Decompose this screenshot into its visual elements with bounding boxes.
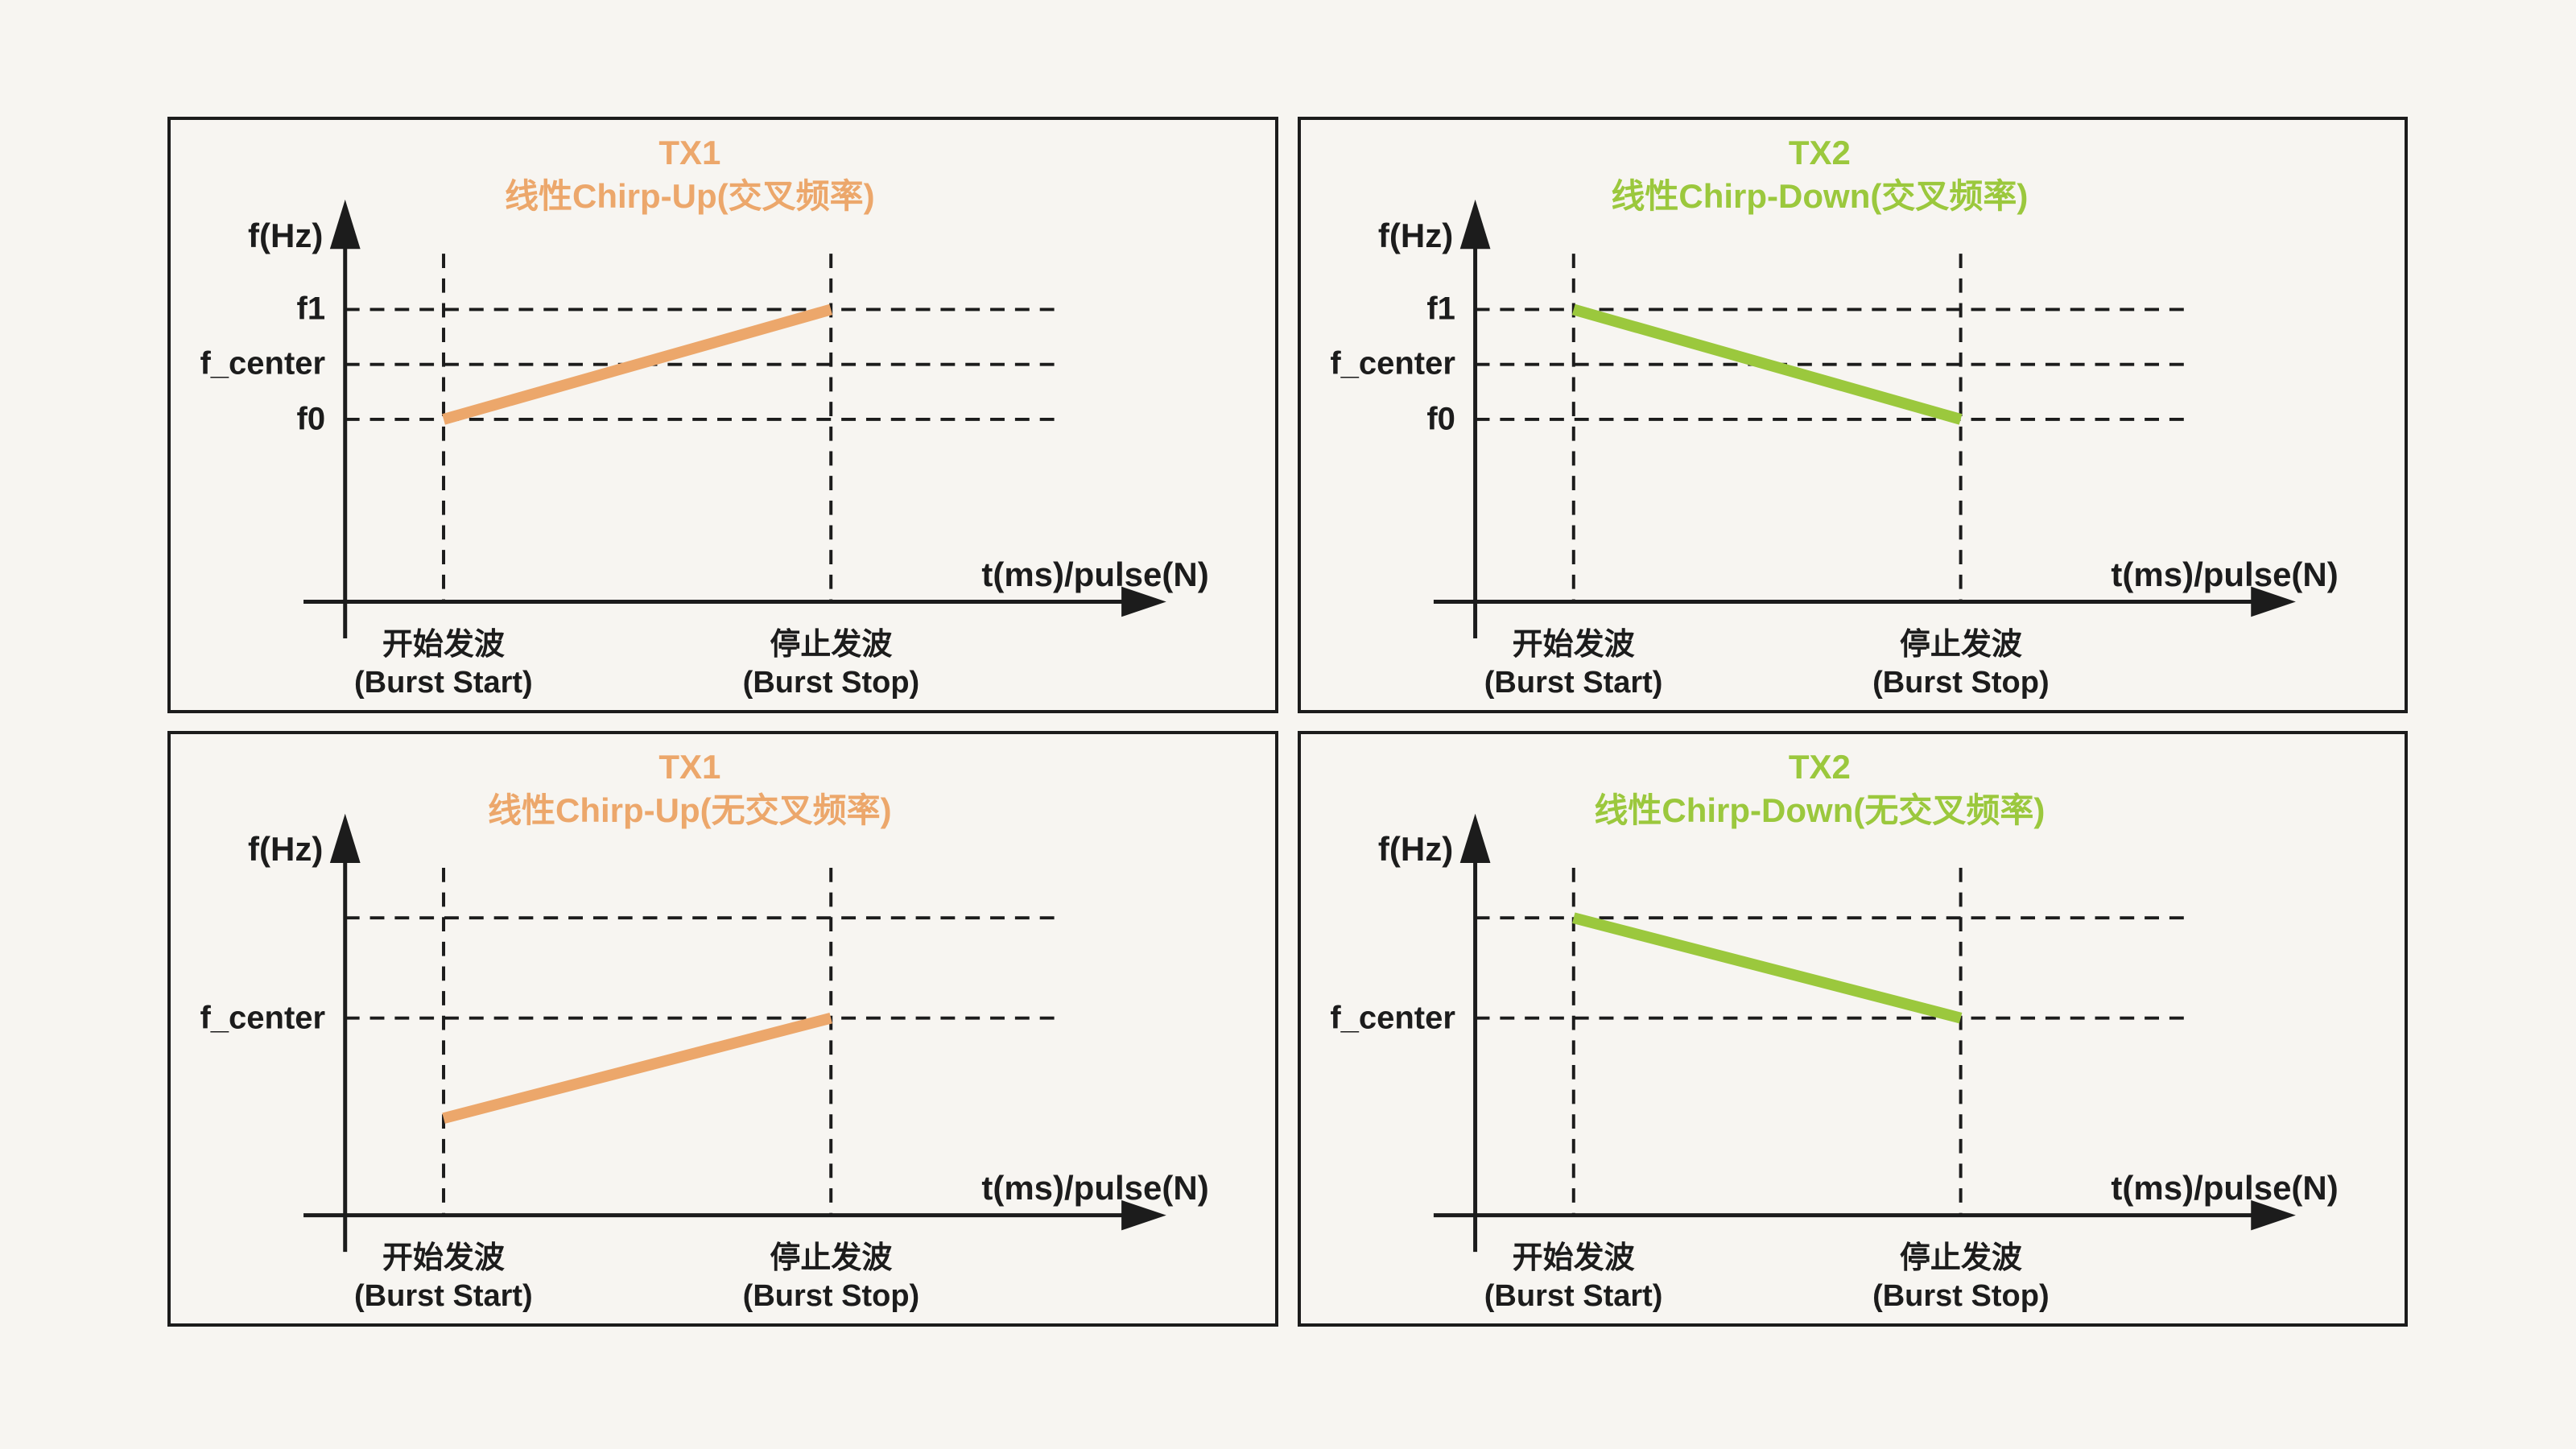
tick-label-f1: f1 [296, 291, 326, 327]
y-axis-label: f(Hz) [248, 830, 324, 869]
panel-title-line2: 线性Chirp-Down(无交叉频率) [1594, 791, 2046, 829]
burst-stop-label: 停止发波 (Burst Stop) [1795, 1240, 2126, 1315]
panel-tx1-chirp-up-noncrossed: TX1 线性Chirp-Up(无交叉频率) f(Hz) f_center t(m… [167, 731, 1278, 1327]
x-axis-arrow-icon [1121, 586, 1166, 617]
chirp-line [442, 303, 833, 425]
burst-start-label-cn: 开始发波 [382, 627, 505, 662]
burst-start-label-en: (Burst Start) [354, 1279, 533, 1314]
burst-start-label-cn: 开始发波 [1512, 1241, 1635, 1276]
panel-tx2-chirp-down-noncrossed: TX2 线性Chirp-Down(无交叉频率) f(Hz) f_center t… [1298, 731, 2408, 1327]
tick-label-f0: f0 [296, 401, 326, 437]
burst-stop-label-en: (Burst Stop) [742, 1279, 920, 1314]
tick-label-f-center: f_center [1330, 1000, 1455, 1036]
chirp-plot [303, 199, 1166, 638]
chirp-line [1572, 912, 1963, 1024]
panel-title-line1: TX2 [1788, 748, 1851, 786]
burst-stop-label-cn: 停止发波 [770, 627, 893, 662]
burst-start-label: 开始发波 (Burst Start) [1408, 1240, 1739, 1315]
burst-stop-label: 停止发波 (Burst Stop) [666, 626, 997, 702]
burst-stop-label: 停止发波 (Burst Stop) [1795, 626, 2126, 702]
panel-title-line1: TX1 [658, 134, 721, 171]
burst-start-label: 开始发波 (Burst Start) [278, 626, 609, 702]
y-axis-arrow-icon [329, 199, 361, 250]
panel-title-line1: TX2 [1788, 134, 1851, 171]
y-axis-label: f(Hz) [1377, 830, 1454, 869]
y-axis-arrow-icon [329, 813, 361, 864]
chirp-line [442, 1012, 832, 1124]
tick-label-f-center: f_center [200, 345, 326, 382]
chirp-plot [1433, 813, 2296, 1253]
y-axis-arrow-icon [1459, 813, 1491, 864]
burst-stop-label-cn: 停止发波 [770, 1241, 893, 1276]
y-axis-arrow-icon [1459, 199, 1491, 250]
tick-label-f1: f1 [1426, 291, 1455, 327]
burst-stop-label-en: (Burst Stop) [1872, 665, 2050, 700]
tick-label-f-center: f_center [200, 1000, 326, 1036]
chirp-line [1571, 303, 1963, 425]
x-axis-label: t(ms)/pulse(N) [981, 555, 1209, 593]
panel-tx2-chirp-down-crossed: TX2 线性Chirp-Down(交叉频率) f(Hz) f1 f_center… [1298, 117, 2408, 713]
panel-title: TX2 线性Chirp-Down(交叉频率) [1334, 131, 2305, 218]
burst-stop-label-en: (Burst Stop) [742, 665, 920, 700]
x-axis-label: t(ms)/pulse(N) [2111, 555, 2339, 593]
burst-start-label: 开始发波 (Burst Start) [278, 1240, 609, 1315]
x-axis-arrow-icon [2251, 586, 2296, 617]
x-axis-arrow-icon [2251, 1199, 2296, 1231]
burst-stop-label-en: (Burst Stop) [1872, 1279, 2050, 1314]
burst-start-label: 开始发波 (Burst Start) [1408, 626, 1739, 702]
tick-label-f0: f0 [1426, 401, 1455, 437]
x-axis-arrow-icon [1121, 1199, 1166, 1231]
burst-stop-label: 停止发波 (Burst Stop) [666, 1240, 997, 1315]
burst-stop-label-cn: 停止发波 [1899, 627, 2022, 662]
tick-label-f-center: f_center [1330, 345, 1455, 382]
panel-title: TX1 线性Chirp-Up(交叉频率) [204, 131, 1175, 218]
panel-title: TX2 线性Chirp-Down(无交叉频率) [1334, 745, 2305, 832]
burst-start-label-cn: 开始发波 [1512, 627, 1635, 662]
burst-start-label-en: (Burst Start) [354, 665, 533, 700]
chirp-plot [1433, 199, 2296, 638]
y-axis-label: f(Hz) [1377, 216, 1454, 254]
y-axis-label: f(Hz) [248, 216, 324, 254]
burst-start-label-cn: 开始发波 [382, 1241, 505, 1276]
burst-start-label-en: (Burst Start) [1484, 1279, 1663, 1314]
burst-start-label-en: (Burst Start) [1484, 665, 1663, 700]
panel-tx1-chirp-up-crossed: TX1 线性Chirp-Up(交叉频率) f(Hz) f1 f_center f… [167, 117, 1278, 713]
panel-title-line2: 线性Chirp-Up(交叉频率) [505, 177, 875, 215]
panel-title-line2: 线性Chirp-Down(交叉频率) [1611, 177, 2029, 215]
panel-title-line1: TX1 [658, 748, 721, 786]
x-axis-label: t(ms)/pulse(N) [981, 1169, 1209, 1208]
panel-title-line2: 线性Chirp-Up(无交叉频率) [488, 791, 892, 829]
x-axis-label: t(ms)/pulse(N) [2111, 1169, 2339, 1208]
chirp-plot [303, 813, 1166, 1253]
panel-title: TX1 线性Chirp-Up(无交叉频率) [204, 745, 1175, 832]
burst-stop-label-cn: 停止发波 [1899, 1241, 2022, 1276]
